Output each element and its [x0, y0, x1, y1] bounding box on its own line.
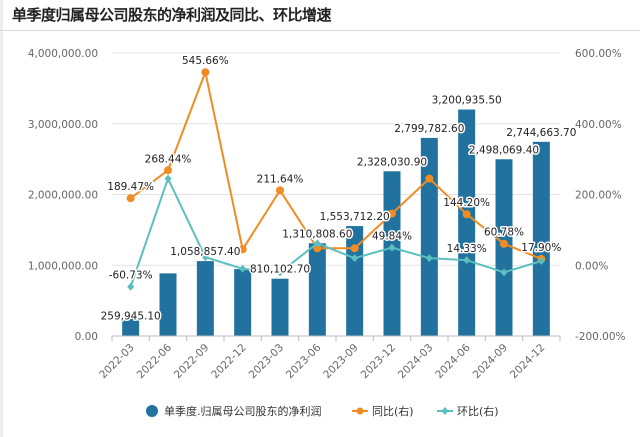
bar-data-label: 2,328,030.90: [357, 156, 427, 168]
x-axis-tick-label: 2024-12: [508, 342, 548, 382]
bar: [458, 109, 476, 336]
legend-bar-label: 单季度.归属母公司股东的净利润: [164, 404, 322, 418]
yoy-data-label: 17.90%: [521, 242, 561, 254]
bar: [122, 317, 140, 336]
yoy-point: [126, 194, 135, 203]
yoy-data-label: 268.44%: [145, 153, 192, 165]
bar: [420, 137, 438, 336]
legend-qoq-label: 环比(右): [457, 404, 499, 418]
left-axis-tick-label: 0.00: [75, 331, 98, 343]
legend-qoq-marker-icon: [441, 407, 449, 415]
qoq-point: [425, 254, 433, 263]
yoy-line: [130, 68, 542, 260]
right-axis-tick-label: 600.00%: [575, 48, 622, 60]
qoq-point: [201, 253, 209, 262]
x-axis-tick-label: 2022-06: [135, 341, 175, 381]
qoq-data-label: -60.73%: [109, 270, 153, 282]
chart-title: 单季度归属母公司股东的净利润及同比、环比增速: [12, 6, 332, 24]
qoq-data-label: 14.33%: [447, 243, 487, 255]
bar: [308, 243, 326, 336]
bar-data-label: 810,102.70: [250, 264, 310, 276]
qoq-data-label: 49.84%: [372, 231, 412, 243]
bar-data-label: 1,310,808.60: [282, 228, 352, 240]
legend-yoy-label: 同比(右): [372, 404, 414, 418]
x-axis-tick-label: 2023-06: [284, 341, 324, 381]
yoy-point: [462, 210, 471, 219]
yoy-data-label: 189.47%: [107, 181, 154, 193]
yoy-data-label: 144.20%: [443, 197, 490, 209]
yoy-point: [164, 166, 172, 175]
qoq-line: [129, 175, 542, 288]
right-axis-tick-label: -200.00%: [575, 331, 626, 343]
qoq-point: [500, 268, 508, 277]
bar: [532, 141, 550, 336]
bar: [234, 269, 252, 336]
legend-bar-icon: [146, 405, 158, 417]
yoy-point: [276, 186, 284, 195]
bar-data-label: 2,799,782.60: [394, 123, 464, 135]
yoy-data-label: 545.66%: [182, 55, 229, 67]
yoy-point: [388, 209, 396, 218]
bar-data-label: 2,744,663.70: [506, 127, 576, 139]
bar-data-label: 2,498,069.40: [469, 144, 539, 156]
yoy-point: [238, 245, 247, 254]
yoy-point: [425, 174, 434, 183]
title-divider: [0, 30, 640, 31]
yoy-point: [313, 244, 322, 253]
right-axis-tick-label: 200.00%: [575, 190, 622, 202]
qoq-point: [313, 239, 321, 248]
yoy-point: [350, 244, 359, 253]
left-axis-tick-label: 3,000,000.00: [28, 119, 98, 131]
yoy-point: [500, 239, 508, 248]
x-axis-tick-label: 2022-12: [209, 342, 249, 382]
x-axis-tick-label: 2023-09: [321, 342, 361, 382]
x-axis-tick-label: 2024-03: [396, 342, 436, 382]
bar-data-label: 1,058,857.40: [170, 246, 240, 258]
right-axis-tick-label: 400.00%: [575, 119, 622, 131]
x-axis-tick-label: 2022-03: [97, 342, 137, 382]
qoq-point: [239, 264, 247, 273]
bar: [346, 226, 364, 336]
yoy-data-label: 60.78%: [484, 227, 524, 239]
x-axis-tick-label: 2023-12: [359, 342, 399, 382]
left-edge-border: [0, 0, 3, 437]
qoq-point: [276, 268, 284, 277]
bar-data-label: 259,945.10: [101, 311, 161, 323]
qoq-point: [127, 282, 135, 291]
yoy-point: [201, 68, 210, 77]
x-axis-tick-label: 2024-06: [433, 341, 473, 381]
x-axis-tick-label: 2022-09: [172, 342, 212, 382]
qoq-point: [537, 257, 545, 266]
qoq-point: [351, 254, 359, 263]
bar: [383, 171, 401, 336]
legend-yoy-marker-icon: [356, 407, 364, 415]
qoq-point: [463, 256, 471, 265]
left-axis-tick-label: 1,000,000.00: [28, 260, 98, 272]
bar: [271, 278, 289, 336]
x-axis-tick-label: 2024-09: [471, 342, 511, 382]
qoq-point: [388, 243, 396, 252]
bar-data-label: 3,200,935.50: [432, 95, 502, 107]
left-axis-tick-label: 2,000,000.00: [28, 190, 98, 202]
x-axis-tick-label: 2023-03: [247, 342, 287, 382]
bar: [196, 261, 214, 336]
yoy-data-label: 211.64%: [257, 173, 304, 185]
qoq-point: [164, 174, 172, 183]
bar-data-label: 1,553,712.20: [320, 211, 390, 223]
left-axis-tick-label: 4,000,000.00: [28, 48, 98, 60]
right-axis-tick-label: 0.00%: [575, 260, 608, 272]
bar: [159, 273, 177, 336]
